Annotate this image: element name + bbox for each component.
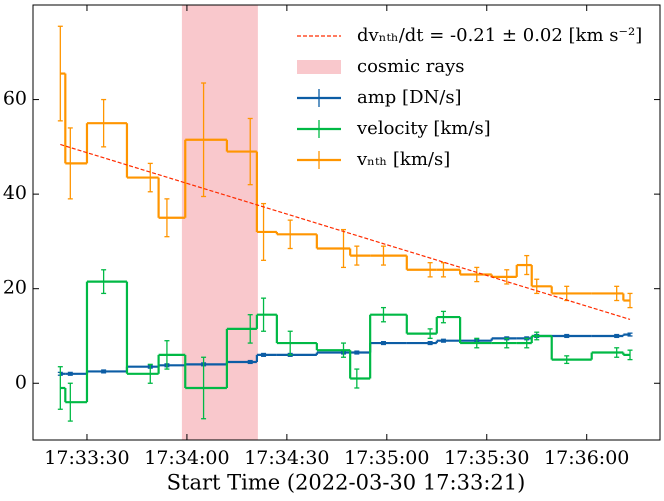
error-bar: [101, 98, 107, 148]
error-bar: [440, 310, 446, 324]
error-bar: [101, 269, 107, 295]
error-bar: [341, 342, 347, 358]
error-bar: [380, 341, 386, 346]
error-bar: [614, 347, 620, 358]
error-bar: [614, 285, 620, 302]
error-bar: [57, 366, 63, 410]
legend-span-swatch: [297, 60, 341, 74]
error-bar: [504, 337, 510, 349]
error-bar: [287, 219, 293, 250]
error-bar: [67, 382, 73, 422]
error-bar: [354, 368, 360, 389]
error-bar: [247, 359, 253, 365]
error-bar: [164, 198, 170, 238]
error-bar: [261, 297, 267, 332]
y-tick-label: 40: [3, 182, 27, 204]
legend-label: vₙₜₕ [km/s]: [356, 149, 450, 170]
error-bar: [380, 306, 386, 323]
error-bar: [474, 266, 480, 283]
error-bar: [147, 162, 153, 193]
x-tick-label: 17:33:30: [44, 447, 129, 469]
error-bar: [614, 333, 620, 339]
fit-line: [60, 143, 631, 321]
y-tick-label: 60: [3, 88, 27, 110]
error-bar: [354, 350, 360, 355]
error-bar: [247, 117, 253, 186]
error-bar: [201, 82, 207, 198]
error-bar: [247, 314, 253, 344]
x-tick-label: 17:35:00: [344, 447, 429, 469]
error-bar: [261, 352, 267, 357]
legend-label: dvₙₜₕ/dt = -0.21 ± 0.02 [km s⁻²]: [357, 25, 642, 46]
error-bar: [147, 363, 153, 384]
error-bar: [534, 331, 540, 341]
error-bar: [427, 341, 433, 346]
x-axis-label: Start Time (2022-03-30 17:33:21): [167, 471, 526, 495]
error-bar: [67, 127, 73, 200]
error-bar: [504, 269, 510, 285]
error-bar: [524, 337, 530, 349]
error-bar: [164, 340, 170, 370]
error-bar: [354, 245, 360, 266]
y-tick-label: 0: [15, 371, 27, 393]
error-bar: [474, 337, 480, 349]
error-bar: [524, 254, 530, 276]
x-tick-label: 17:35:30: [444, 447, 529, 469]
error-bar: [427, 328, 433, 339]
error-bar: [201, 356, 207, 420]
legend-label: amp [DN/s]: [357, 87, 462, 108]
error-bar: [564, 333, 570, 339]
error-bar: [627, 349, 633, 361]
cosmic-ray-span: [181, 5, 258, 440]
error-bar: [341, 228, 347, 269]
axes-frame: [32, 4, 661, 441]
error-bar: [261, 202, 267, 261]
x-tick-label: 17:36:00: [544, 447, 629, 469]
error-bar: [627, 292, 633, 309]
error-bar: [57, 25, 63, 122]
x-tick-label: 17:34:30: [244, 447, 329, 469]
legend-label: velocity [km/s]: [356, 118, 491, 139]
error-bar: [440, 338, 446, 343]
error-bar: [380, 245, 386, 266]
error-bar: [564, 355, 570, 365]
x-tick-label: 17:34:00: [144, 447, 229, 469]
error-bar: [627, 332, 633, 337]
error-bar: [287, 330, 293, 356]
error-bar: [427, 262, 433, 278]
error-bar: [67, 371, 73, 376]
error-bar: [101, 369, 107, 374]
legend-label: cosmic rays: [357, 56, 465, 77]
y-tick-label: 20: [3, 277, 27, 299]
